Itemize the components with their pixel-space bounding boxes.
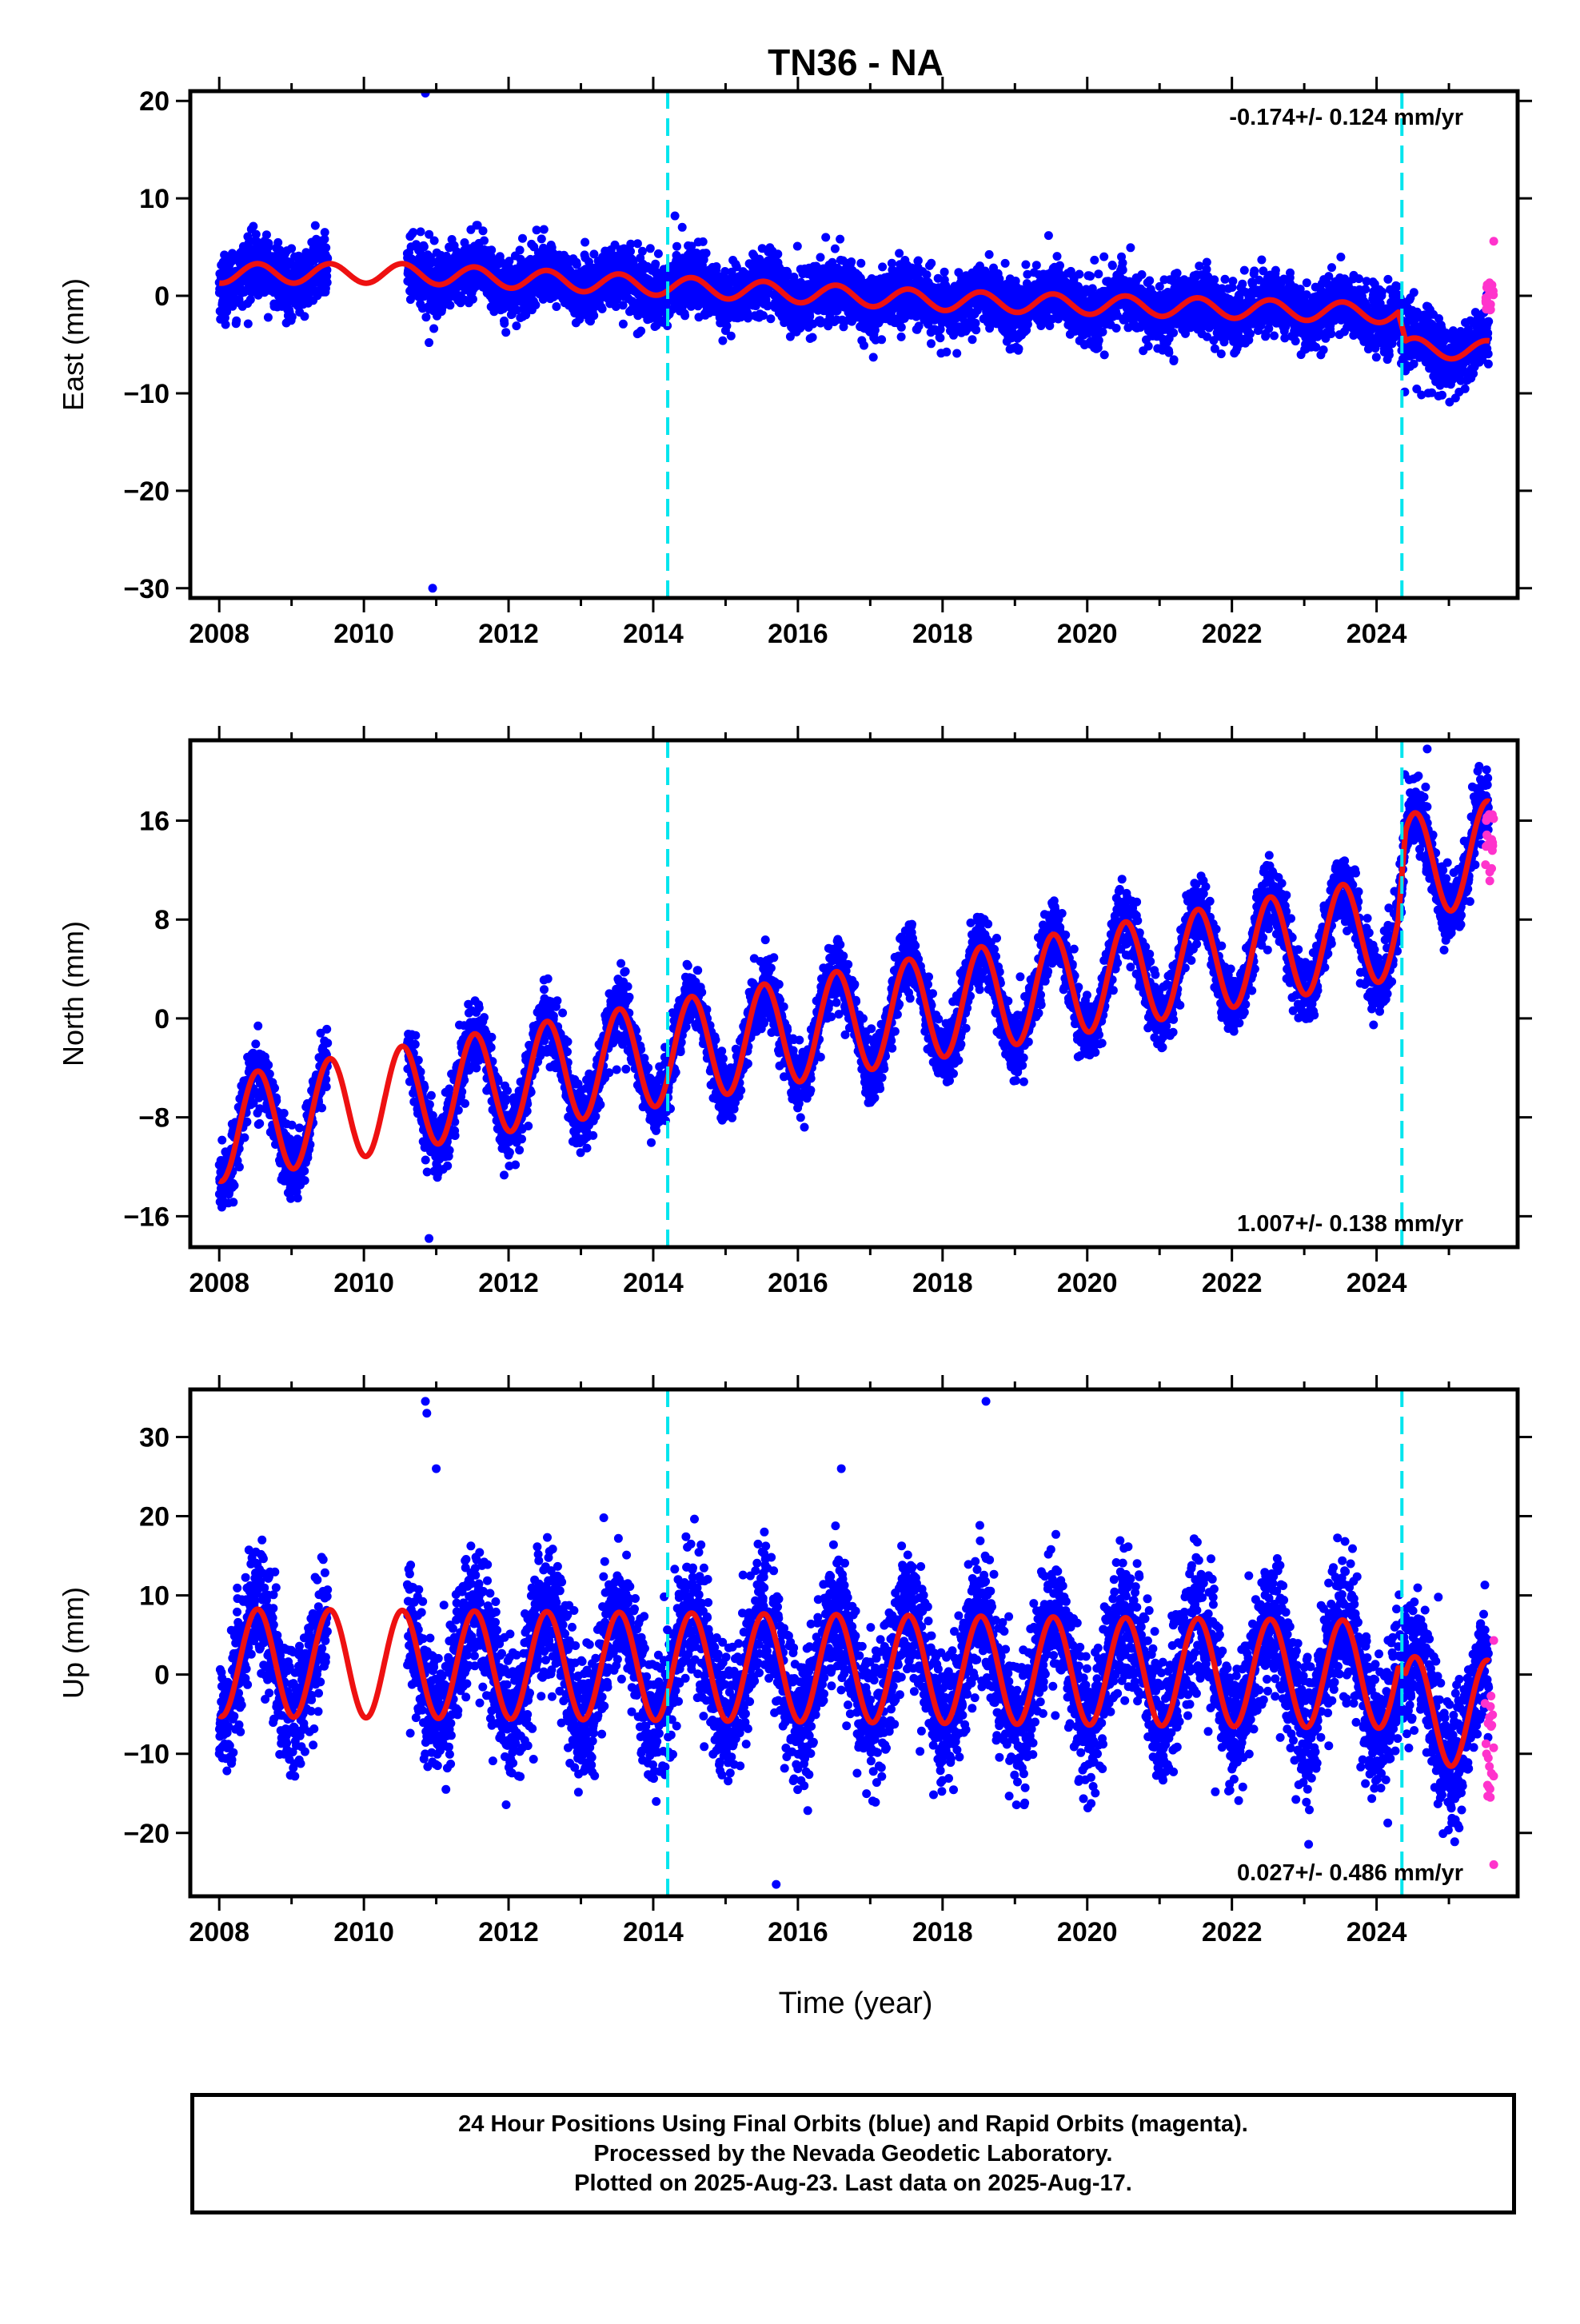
y-tick-label: −8 [138,1103,170,1134]
x-tick-label: 2018 [912,1268,973,1298]
y-tick-label: 10 [139,1581,170,1612]
footer-caption-box: 24 Hour Positions Using Final Orbits (bl… [190,2093,1516,2214]
outlier-point [1489,1860,1498,1869]
panel-frame [188,89,1520,600]
rate-annotation: 1.007+/- 0.138 mm/yr [1237,1211,1463,1237]
rapid-orbit-points [1480,1692,1498,1802]
figure-title: TN36 - NA [768,42,944,83]
outlier-point [1489,1636,1498,1645]
footer-line-processor: Processed by the Nevada Geodetic Laborat… [593,2140,1113,2167]
rate-annotation: -0.174+/- 0.124 mm/yr [1229,105,1463,130]
outlier-point [422,1409,432,1418]
x-tick-label: 2024 [1347,1917,1407,1947]
x-tick-label: 2012 [478,1268,539,1298]
y-tick-label: 20 [139,1502,170,1533]
x-tick-label: 2020 [1057,1268,1118,1298]
y-tick-label: 8 [154,905,170,935]
rapid-orbit-points [1481,810,1498,886]
x-tick-label: 2014 [623,1917,684,1947]
outlier-point [425,338,434,348]
final-orbit-points [214,1513,1494,1849]
x-tick-label: 2008 [189,1917,249,1947]
outlier-point [772,1880,781,1889]
final-orbit-points [214,221,1494,407]
x-tick-label: 2008 [189,619,249,649]
y-tick-label: 16 [139,807,170,837]
x-tick-label: 2022 [1202,1268,1263,1298]
x-axis-label: Time (year) [779,1987,933,2020]
panel-frame [188,738,1520,1250]
outlier-point [1422,744,1432,754]
x-tick-label: 2018 [912,1917,973,1947]
x-tick-label: 2014 [623,619,684,649]
panel-up: 2008 2010 2012 2014 2016 2018 2020 2022 20243020… [57,1375,1532,1947]
outlier-point [981,1397,991,1406]
y-tick-label: −20 [123,476,170,507]
x-tick-label: 2020 [1057,1917,1118,1947]
rate-annotation: 0.027+/- 0.486 mm/yr [1237,1860,1463,1886]
x-tick-label: 2016 [768,1917,828,1947]
x-tick-label: 2022 [1202,1917,1263,1947]
x-tick-label: 2016 [768,619,828,649]
model-fit-line [217,798,1492,1185]
y-tick-label: 30 [139,1422,170,1453]
panel-east: 2008 2010 2012 2014 2016 2018 2020 2022 20242010… [57,77,1532,649]
panel-north: 2008 2010 2012 2014 2016 2018 2020 2022 2024 16 8 0… [57,726,1532,1298]
y-tick-label: −10 [123,379,170,409]
footer-line-orbits: 24 Hour Positions Using Final Orbits (bl… [458,2111,1248,2137]
x-tick-label: 2012 [478,1917,539,1947]
outlier-point [670,211,680,221]
plot-area-north [214,740,1498,1247]
model-fit-line [217,1606,1492,1769]
x-tick-label: 2010 [333,1917,394,1947]
x-tick-label: 2008 [189,1268,249,1298]
x-tick-label: 2024 [1347,1268,1407,1298]
x-tick-label: 2022 [1202,619,1263,649]
rapid-orbit-points [1481,278,1498,315]
y-axis-label: East (mm) [57,278,90,411]
x-tick-label: 2020 [1057,619,1118,649]
y-tick-label: −16 [123,1202,170,1232]
x-tick-label: 2014 [623,1268,684,1298]
outlier-point [425,1234,434,1243]
footer-line-dates: Plotted on 2025-Aug-23. Last data on 202… [574,2170,1132,2196]
y-tick-label: 0 [154,281,170,312]
y-tick-label: 0 [154,1660,170,1691]
y-axis-label: North (mm) [57,921,90,1066]
outlier-point [836,1464,846,1473]
x-tick-label: 2010 [333,1268,394,1298]
y-tick-label: 0 [154,1004,170,1034]
outlier-point [432,1464,441,1473]
x-tick-label: 2012 [478,619,539,649]
y-tick-label: 20 [139,86,170,117]
plot-area-east [214,91,1498,598]
panel-frame [188,1387,1520,1899]
x-tick-label: 2024 [1347,619,1407,649]
y-tick-label: −20 [123,1819,170,1849]
y-axis-label: Up (mm) [57,1587,90,1699]
x-tick-label: 2018 [912,619,973,649]
plot-area-up [214,1389,1498,1896]
outlier-point [1489,237,1498,246]
x-tick-label: 2016 [768,1268,828,1298]
x-tick-label: 2010 [333,619,394,649]
outlier-point [428,584,437,593]
outlier-point [421,1397,430,1406]
y-tick-label: 10 [139,184,170,214]
model-fit-line [217,261,1492,362]
y-tick-label: −30 [123,574,170,604]
y-tick-label: −10 [123,1740,170,1770]
